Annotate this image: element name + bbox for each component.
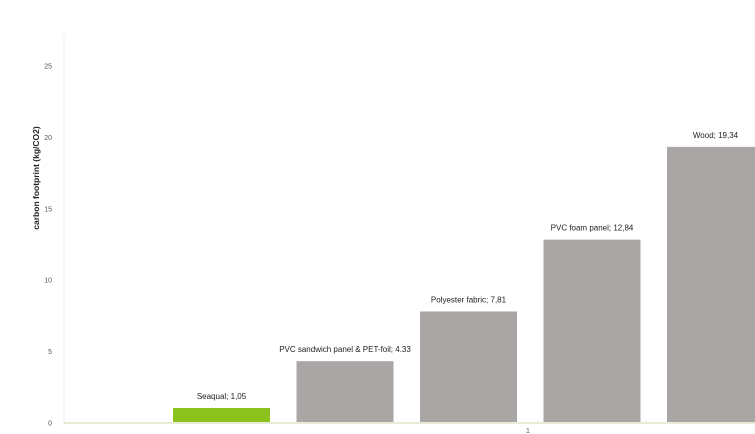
y-tick-label: 20 <box>44 135 52 142</box>
bar <box>543 239 641 423</box>
y-tick-label: 10 <box>44 278 52 285</box>
bar <box>420 311 517 423</box>
y-tick-label: 5 <box>48 349 52 356</box>
y-tick-label: 25 <box>44 64 52 71</box>
y-tick-label: 15 <box>44 206 52 213</box>
data-label: PVC foam panel; 12,84 <box>551 224 634 233</box>
data-label: Wood; 19,34 <box>693 131 739 140</box>
bar <box>667 146 755 423</box>
data-label: Polyester fabric; 7,81 <box>431 295 507 304</box>
y-axis-ticks: 0 5 10 15 20 25 <box>44 64 52 428</box>
y-tick-label: 0 <box>48 421 52 428</box>
bar <box>296 361 394 423</box>
x-axis-mark: 1 <box>526 428 530 434</box>
bars <box>173 146 755 423</box>
data-label: Seaqual; 1,05 <box>197 392 247 401</box>
data-label: PVC sandwich panel & PET-foil; 4.33 <box>279 345 411 354</box>
data-labels: Seaqual; 1,05 PVC sandwich panel & PET-fo… <box>197 131 739 401</box>
bar <box>173 408 270 423</box>
y-axis-label: carbon footprint (kg/CO2) <box>31 126 41 230</box>
